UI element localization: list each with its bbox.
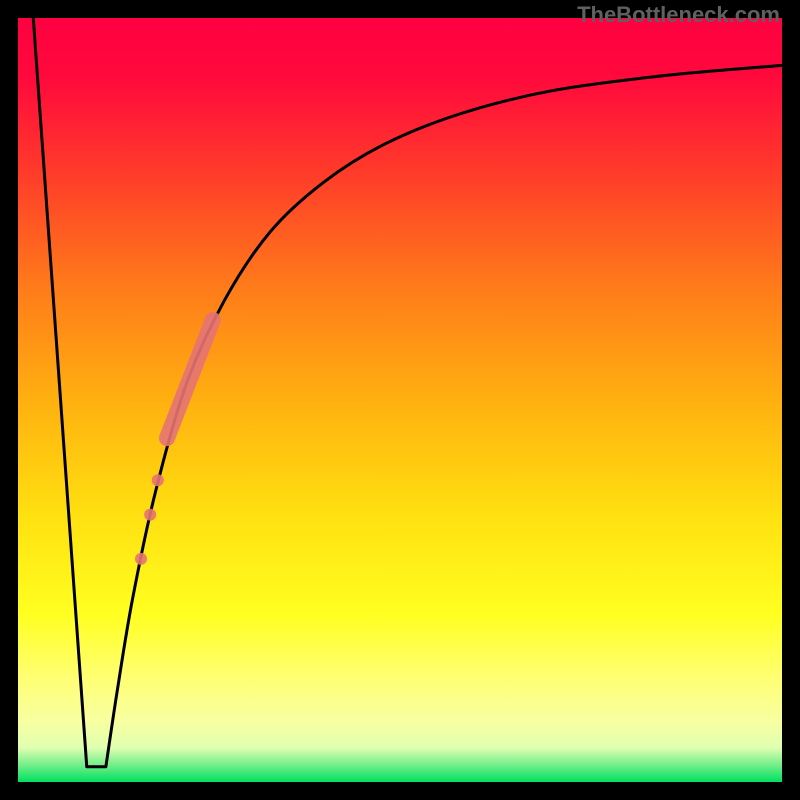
marker-dot-2 [135, 553, 147, 565]
gradient-background [18, 18, 782, 782]
plot-area [18, 18, 782, 782]
marker-dot-0 [152, 474, 164, 486]
chart-frame: TheBottleneck.com [0, 0, 800, 800]
watermark-text: TheBottleneck.com [577, 2, 780, 28]
plot-svg [18, 18, 782, 782]
marker-dot-1 [144, 509, 156, 521]
